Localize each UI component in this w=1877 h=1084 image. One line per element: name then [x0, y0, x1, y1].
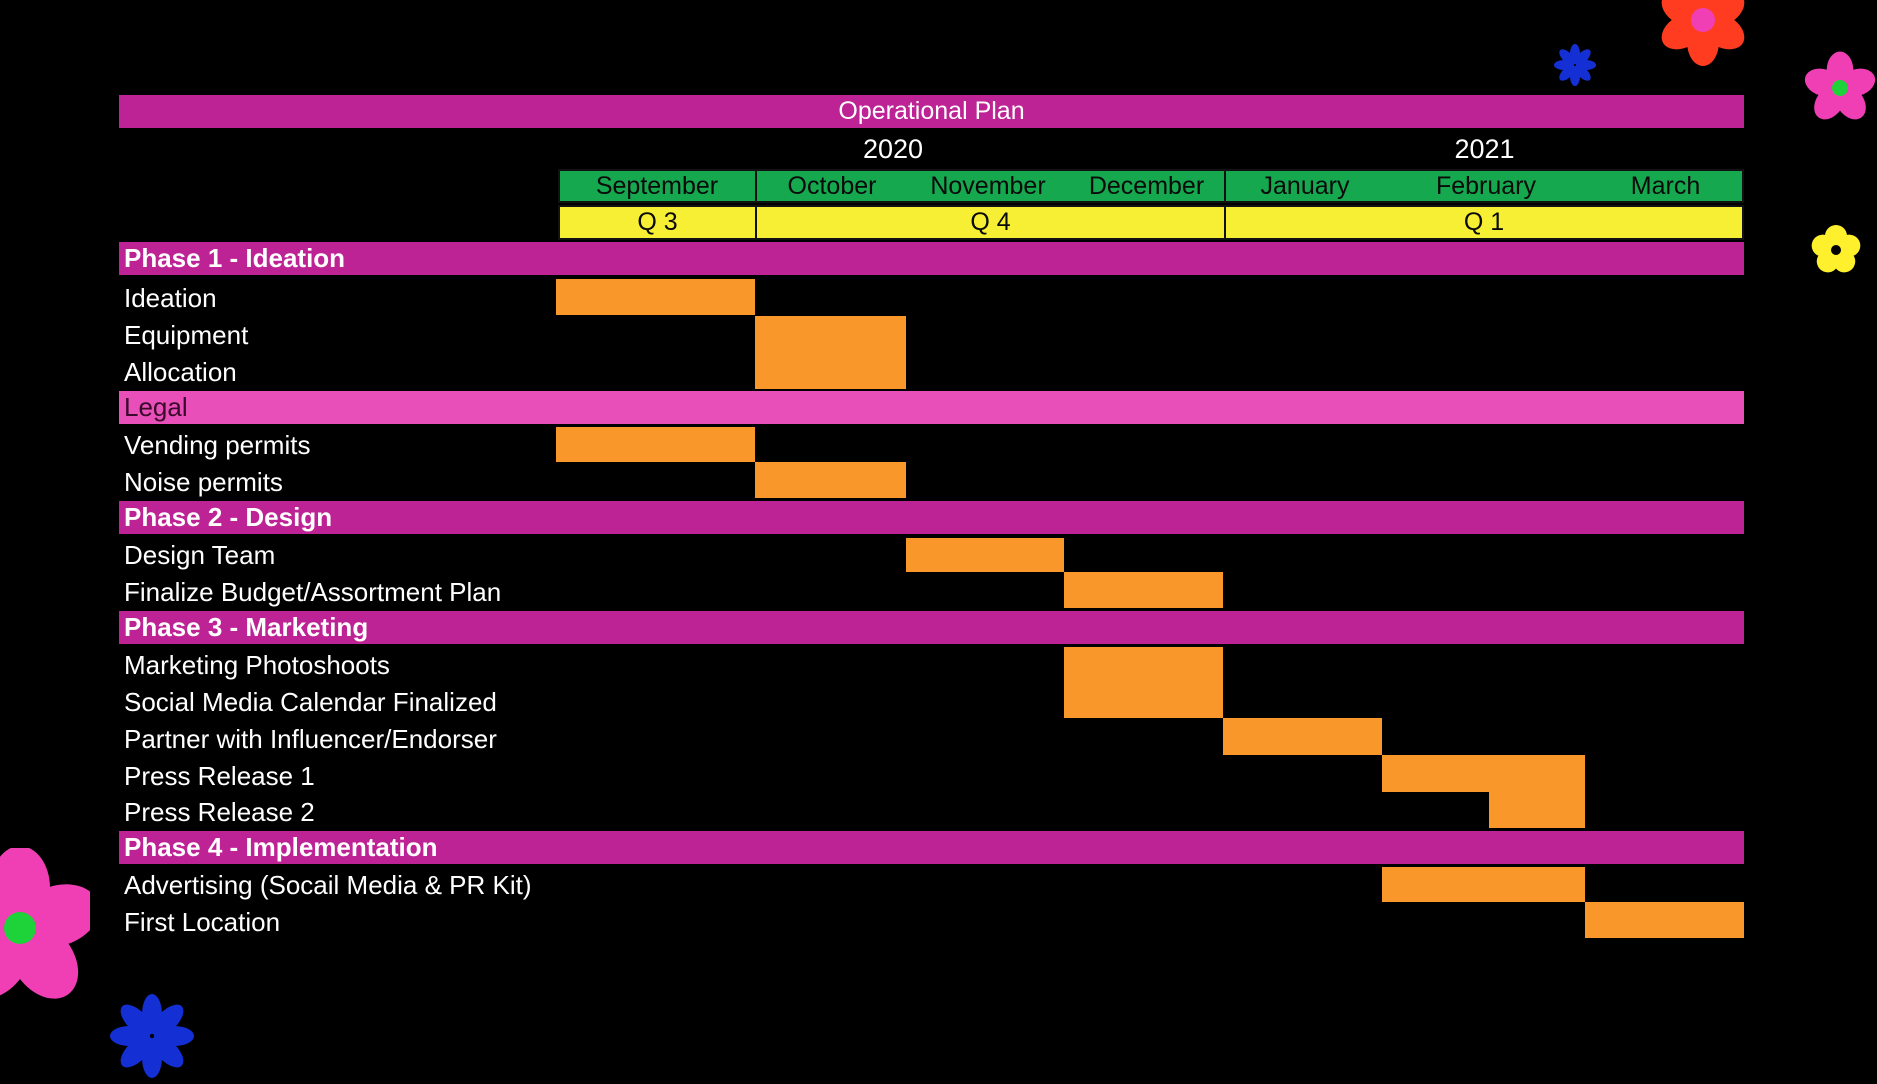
- quarter-q3: Q 3: [558, 205, 757, 240]
- month-november: November: [930, 171, 1046, 200]
- task-label-design-team: Design Team: [124, 539, 276, 570]
- month-september: September: [595, 171, 719, 200]
- task-label-noise-permits: Noise permits: [124, 466, 283, 497]
- month-october: October: [787, 171, 877, 200]
- gantt-bar-advertising: [1382, 867, 1585, 902]
- task-label-ideation: Ideation: [124, 282, 217, 313]
- month-march: March: [1630, 171, 1701, 200]
- task-label-press-release-2: Press Release 2: [124, 796, 315, 827]
- task-label-partner-influencer: Partner with Influencer/Endorser: [124, 723, 497, 754]
- pink-flower-icon: [1804, 51, 1876, 120]
- task-label-allocation: Allocation: [124, 356, 237, 387]
- task-label-press-release-1: Press Release 1: [124, 760, 315, 791]
- task-label-equipment: Equipment: [124, 319, 249, 350]
- phase-1-ideation: Phase 1 - Ideation: [119, 242, 1744, 275]
- quarter-q1: Q 1: [1224, 205, 1744, 240]
- phase-4-implementation: Phase 4 - Implementation: [119, 831, 1744, 864]
- large-blue-flower-icon: [110, 994, 194, 1078]
- gantt-title: Operational Plan: [119, 95, 1744, 128]
- gantt-bar-vending-permits: [556, 427, 755, 462]
- gantt-bar-press-release-2: [1489, 791, 1585, 828]
- task-label-social-media-calendar: Social Media Calendar Finalized: [124, 686, 497, 717]
- gantt-bar-first-location: [1585, 902, 1744, 938]
- gantt-bar-noise-permits: [755, 462, 906, 498]
- task-label-advertising: Advertising (Socail Media & PR Kit): [124, 869, 532, 900]
- yellow-flower-icon: [1811, 225, 1861, 273]
- month-february: February: [1435, 171, 1537, 200]
- month-divider: [755, 169, 757, 203]
- phase-3-marketing: Phase 3 - Marketing: [119, 611, 1744, 644]
- red-flower-icon: [1661, 0, 1745, 66]
- gantt-bar-marketing-social: [1064, 647, 1223, 718]
- quarter-q4: Q 4: [755, 205, 1226, 240]
- section-legal: Legal: [119, 391, 1744, 424]
- task-label-finalize-budget: Finalize Budget/Assortment Plan: [124, 576, 502, 607]
- month-divider: [1224, 169, 1226, 203]
- gantt-bar-equipment-allocation: [755, 316, 906, 389]
- gantt-bar-ideation: [556, 279, 755, 315]
- month-january: January: [1260, 171, 1350, 200]
- large-pink-flower-icon: [0, 848, 90, 999]
- gantt-bar-press-release-1: [1382, 755, 1585, 792]
- task-label-marketing-photoshoots: Marketing Photoshoots: [124, 649, 390, 680]
- year-2020: 2020: [862, 133, 924, 164]
- task-label-vending-permits: Vending permits: [124, 429, 311, 460]
- year-2021: 2021: [1454, 133, 1515, 164]
- phase-2-design: Phase 2 - Design: [119, 501, 1744, 534]
- task-label-first-location: First Location: [124, 906, 281, 937]
- month-december: December: [1088, 171, 1205, 200]
- gantt-bar-design-team: [906, 538, 1064, 572]
- gantt-bar-partner-influencer: [1223, 718, 1382, 755]
- blue-asterisk-flower-icon: [1554, 44, 1596, 86]
- gantt-bar-finalize-budget: [1064, 572, 1223, 608]
